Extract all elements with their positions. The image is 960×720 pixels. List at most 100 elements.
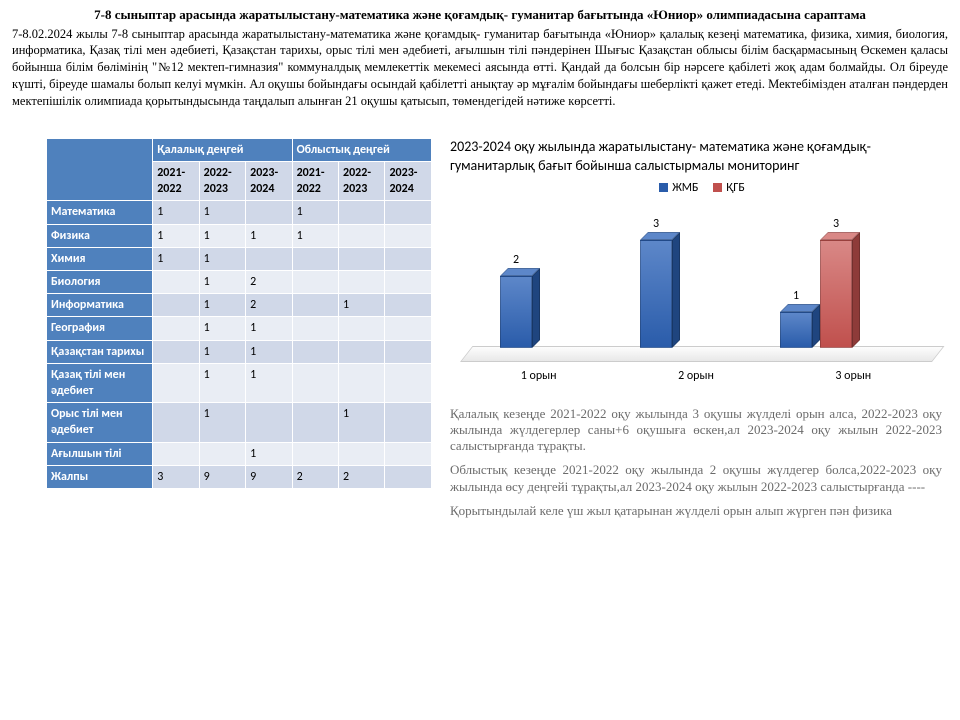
cell bbox=[246, 247, 292, 270]
cell bbox=[339, 442, 385, 465]
year-header: 2023-2024 bbox=[385, 162, 432, 201]
cell: 1 bbox=[246, 363, 292, 402]
cell bbox=[385, 294, 432, 317]
cell bbox=[385, 271, 432, 294]
year-header: 2021-2022 bbox=[153, 162, 199, 201]
x-label: 3 орын bbox=[835, 368, 871, 384]
year-header: 2023-2024 bbox=[246, 162, 292, 201]
cell bbox=[385, 247, 432, 270]
cell: 1 bbox=[246, 224, 292, 247]
cell: 1 bbox=[246, 340, 292, 363]
cell bbox=[292, 442, 338, 465]
chart-title: 2023-2024 оқу жылында жаратылыстану- мат… bbox=[450, 138, 942, 176]
cell: 1 bbox=[246, 317, 292, 340]
cell: 1 bbox=[199, 403, 245, 442]
cell: 2 bbox=[339, 465, 385, 488]
cell bbox=[339, 271, 385, 294]
cell: 1 bbox=[199, 201, 245, 224]
col-region: Облыстық деңгей bbox=[292, 138, 431, 161]
row-label: Орыс тілі мен әдебиет bbox=[47, 403, 153, 442]
cell bbox=[153, 340, 199, 363]
cell: 2 bbox=[246, 294, 292, 317]
page-title: 7-8 сыныптар арасында жаратылыстану-мате… bbox=[12, 6, 948, 24]
cell bbox=[339, 224, 385, 247]
cell bbox=[199, 442, 245, 465]
row-label: География bbox=[47, 317, 153, 340]
cell: 1 bbox=[339, 294, 385, 317]
cell bbox=[339, 363, 385, 402]
cell bbox=[339, 247, 385, 270]
col-city: Қалалық деңгей bbox=[153, 138, 292, 161]
cell: 1 bbox=[199, 224, 245, 247]
cell bbox=[385, 201, 432, 224]
cell bbox=[246, 403, 292, 442]
cell bbox=[292, 294, 338, 317]
cell: 3 bbox=[153, 465, 199, 488]
cell bbox=[153, 363, 199, 402]
cell bbox=[292, 247, 338, 270]
row-label: Физика bbox=[47, 224, 153, 247]
cell: 9 bbox=[199, 465, 245, 488]
legend-swatch-jmb bbox=[659, 183, 668, 192]
chart-x-labels: 1 орын 2 орын 3 орын bbox=[460, 368, 932, 384]
chart-legend: ЖМБ ҚГБ bbox=[450, 180, 942, 196]
cell: 1 bbox=[199, 363, 245, 402]
cell bbox=[339, 340, 385, 363]
cell: 1 bbox=[199, 317, 245, 340]
cell bbox=[385, 403, 432, 442]
chart-floor bbox=[460, 346, 945, 362]
cell: 1 bbox=[339, 403, 385, 442]
cell: 1 bbox=[153, 224, 199, 247]
cell bbox=[385, 363, 432, 402]
year-header: 2022-2023 bbox=[199, 162, 245, 201]
cell bbox=[385, 224, 432, 247]
cell: 1 bbox=[199, 247, 245, 270]
row-label: Математика bbox=[47, 201, 153, 224]
cell bbox=[292, 403, 338, 442]
cell: 1 bbox=[153, 201, 199, 224]
cell bbox=[339, 201, 385, 224]
cell: 1 bbox=[292, 224, 338, 247]
cell: 1 bbox=[246, 442, 292, 465]
cell bbox=[153, 442, 199, 465]
cell: 2 bbox=[292, 465, 338, 488]
bar: 3 bbox=[820, 240, 852, 348]
row-label: Химия bbox=[47, 247, 153, 270]
cell bbox=[385, 317, 432, 340]
row-label: Қазақстан тарихы bbox=[47, 340, 153, 363]
results-table: Қалалық деңгей Облыстық деңгей 2021-2022… bbox=[46, 138, 432, 489]
x-label: 1 орын bbox=[521, 368, 557, 384]
cell bbox=[292, 340, 338, 363]
cell bbox=[292, 317, 338, 340]
cell: 1 bbox=[292, 201, 338, 224]
row-label: Жалпы bbox=[47, 465, 153, 488]
cell: 1 bbox=[199, 294, 245, 317]
cell bbox=[153, 317, 199, 340]
note-3: Қорытындылай келе үш жыл қатарынан жүлде… bbox=[450, 503, 942, 519]
year-header: 2021-2022 bbox=[292, 162, 338, 201]
bar: 3 bbox=[640, 240, 672, 348]
year-header: 2022-2023 bbox=[339, 162, 385, 201]
cell bbox=[246, 201, 292, 224]
bar-chart: ЖМБ ҚГБ 2313 1 орын2 орын3 орын bbox=[450, 180, 942, 390]
cell bbox=[153, 294, 199, 317]
note-1: Қалалық кезеңде 2021-2022 оқу жылында 3 … bbox=[450, 406, 942, 455]
cell bbox=[153, 271, 199, 294]
cell bbox=[385, 340, 432, 363]
row-label: Қазақ тілі мен әдебиет bbox=[47, 363, 153, 402]
cell: 1 bbox=[199, 340, 245, 363]
cell: 2 bbox=[246, 271, 292, 294]
bar: 1 bbox=[780, 312, 812, 348]
x-label: 2 орын bbox=[678, 368, 714, 384]
row-label: Биология bbox=[47, 271, 153, 294]
bar: 2 bbox=[500, 276, 532, 348]
cell bbox=[385, 465, 432, 488]
cell: 9 bbox=[246, 465, 292, 488]
cell bbox=[153, 403, 199, 442]
row-label: Ағылшын тілі bbox=[47, 442, 153, 465]
cell: 1 bbox=[153, 247, 199, 270]
cell bbox=[385, 442, 432, 465]
body-paragraph: 7-8.02.2024 жылы 7-8 сыныптар арасында ж… bbox=[12, 26, 948, 110]
cell bbox=[292, 271, 338, 294]
row-label: Информатика bbox=[47, 294, 153, 317]
